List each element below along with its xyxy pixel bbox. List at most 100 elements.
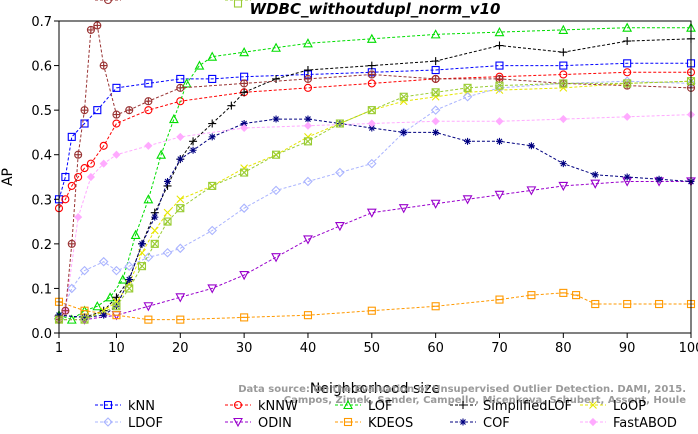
data-point <box>432 128 440 136</box>
data-point <box>303 121 313 130</box>
data-point <box>559 79 568 88</box>
data-point <box>368 124 376 132</box>
legend-marker <box>233 400 243 410</box>
legend-label: LoOP <box>613 399 646 414</box>
x-tick-label: 30 <box>236 341 253 356</box>
data-point <box>240 123 249 133</box>
data-point <box>176 132 185 141</box>
data-point <box>176 204 185 213</box>
x-tick-label: 20 <box>172 341 189 356</box>
y-axis: 0.0 0.1 0.2 0.3 0.4 0.5 0.6 0.7 <box>31 15 59 342</box>
data-point <box>494 83 505 93</box>
legend-label: LDF <box>128 0 153 4</box>
data-point <box>130 229 141 239</box>
x-tick-label: 70 <box>491 341 508 356</box>
data-point <box>189 137 198 146</box>
series-line-LDOF <box>58 80 692 320</box>
data-point <box>464 137 472 145</box>
data-point <box>240 168 249 177</box>
series-KDEOS <box>54 288 696 324</box>
legend-marker <box>103 417 113 427</box>
data-point <box>143 252 154 263</box>
series-line-kNN <box>58 62 691 200</box>
data-point <box>303 176 313 187</box>
legend-item-LDF: LDF <box>95 0 153 5</box>
data-point <box>622 22 633 32</box>
data-point <box>431 57 440 66</box>
data-point <box>558 24 569 34</box>
data-point <box>150 226 159 235</box>
series-line-FastABOD <box>58 114 692 320</box>
data-point <box>526 186 537 196</box>
data-point <box>367 158 377 169</box>
series-line-KDEOS <box>58 292 691 321</box>
data-point <box>462 91 473 102</box>
chart-title: WDBC_withoutdupl_norm_v10 <box>250 0 501 18</box>
legend-label: COF <box>483 416 510 431</box>
data-point <box>559 114 568 124</box>
legend-label: FastABOD <box>613 416 677 431</box>
data-point <box>303 235 313 245</box>
data-point <box>164 177 172 185</box>
series-line-ODIN <box>59 181 691 321</box>
y-tick-label: 0.6 <box>31 60 52 75</box>
legend-marker <box>459 418 467 426</box>
data-point <box>125 276 133 284</box>
legend-label: INFLO <box>258 0 296 4</box>
y-axis-title: AP <box>0 168 16 186</box>
data-point <box>176 315 185 324</box>
legend: kNN kNNW LOF SimplifiedLOF LoOP LDOF ODIN KDEOS… <box>95 0 677 431</box>
data-point <box>176 155 184 163</box>
legend-item-kNNW: kNNW <box>225 399 298 414</box>
data-point <box>366 208 377 218</box>
legend-marker <box>233 417 243 428</box>
data-point <box>272 150 281 159</box>
data-point <box>559 48 568 57</box>
data-point <box>194 60 205 70</box>
data-point <box>559 160 567 168</box>
y-tick-label: 0.5 <box>31 104 52 119</box>
data-point <box>181 78 192 88</box>
data-point <box>335 119 344 128</box>
data-point <box>112 311 121 320</box>
data-point <box>143 302 154 312</box>
x-tick-label: 10 <box>108 341 125 356</box>
data-point <box>67 132 76 141</box>
series-line-LOF <box>58 27 691 321</box>
data-point <box>79 265 90 276</box>
data-point <box>99 159 108 168</box>
data-point <box>558 181 569 192</box>
legend-marker <box>343 417 353 427</box>
legend-item-LoOP: LoOP <box>580 399 646 414</box>
data-point <box>168 113 179 124</box>
data-point <box>623 112 632 121</box>
series-kNNW <box>54 68 696 213</box>
data-point <box>80 164 89 173</box>
data-point <box>623 37 632 46</box>
data-point <box>208 74 217 83</box>
data-point <box>495 117 504 126</box>
data-point <box>431 88 440 97</box>
data-point <box>99 141 108 150</box>
legend-marker <box>343 399 353 410</box>
data-point <box>495 295 504 304</box>
data-point <box>189 146 197 154</box>
data-point <box>430 105 441 115</box>
x-tick-label: 50 <box>364 341 381 356</box>
legend-label: SimplifiedLOF <box>483 399 572 414</box>
data-point <box>495 137 503 145</box>
data-point <box>367 61 376 70</box>
data-point <box>431 65 440 75</box>
data-point <box>66 283 77 294</box>
data-point <box>81 313 89 321</box>
data-point <box>208 133 216 141</box>
legend-label: LOF <box>368 399 393 414</box>
data-point <box>61 172 70 182</box>
legend-item-kNN: kNN <box>95 399 155 414</box>
data-point <box>495 41 504 50</box>
data-point <box>162 247 173 258</box>
data-point <box>80 306 89 315</box>
data-point <box>335 167 345 178</box>
data-point <box>240 313 249 322</box>
plot-frame <box>58 20 692 334</box>
